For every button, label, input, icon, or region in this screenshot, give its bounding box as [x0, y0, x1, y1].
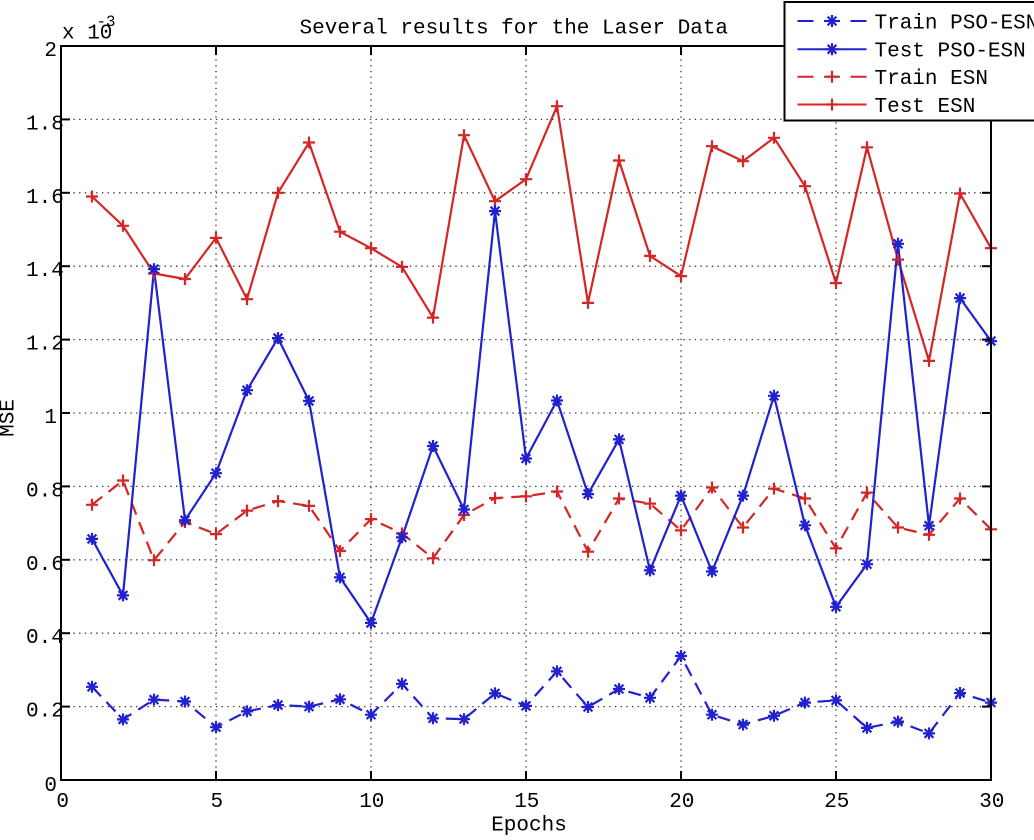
svg-text:10: 10: [359, 791, 384, 814]
svg-text:Epochs: Epochs: [491, 815, 567, 836]
svg-text:15: 15: [514, 791, 539, 814]
svg-text:MSE: MSE: [0, 399, 21, 437]
svg-text:Test ESN: Test ESN: [875, 96, 976, 119]
svg-text:1.2: 1.2: [26, 334, 64, 357]
svg-text:1: 1: [44, 407, 57, 430]
svg-text:25: 25: [824, 791, 849, 814]
svg-text:Test PSO-ESN: Test PSO-ESN: [875, 41, 1026, 64]
svg-text:1.8: 1.8: [26, 113, 64, 136]
svg-text:1.4: 1.4: [26, 260, 64, 283]
svg-text:-3: -3: [97, 13, 116, 31]
svg-text:Several results for the Laser: Several results for the Laser Data: [300, 18, 728, 41]
svg-text:0.2: 0.2: [26, 701, 64, 724]
svg-text:0.4: 0.4: [26, 627, 64, 650]
svg-text:0.8: 0.8: [26, 480, 64, 503]
svg-text:Train ESN: Train ESN: [875, 68, 988, 91]
svg-text:30: 30: [979, 791, 1004, 814]
svg-text:0.6: 0.6: [26, 554, 64, 577]
svg-text:5: 5: [210, 791, 223, 814]
svg-text:1.6: 1.6: [26, 187, 64, 210]
svg-text:Train PSO-ESN: Train PSO-ESN: [875, 12, 1034, 35]
svg-text:20: 20: [669, 791, 694, 814]
svg-text:0: 0: [56, 791, 69, 814]
svg-text:0: 0: [44, 775, 57, 798]
svg-text:2: 2: [44, 40, 57, 63]
